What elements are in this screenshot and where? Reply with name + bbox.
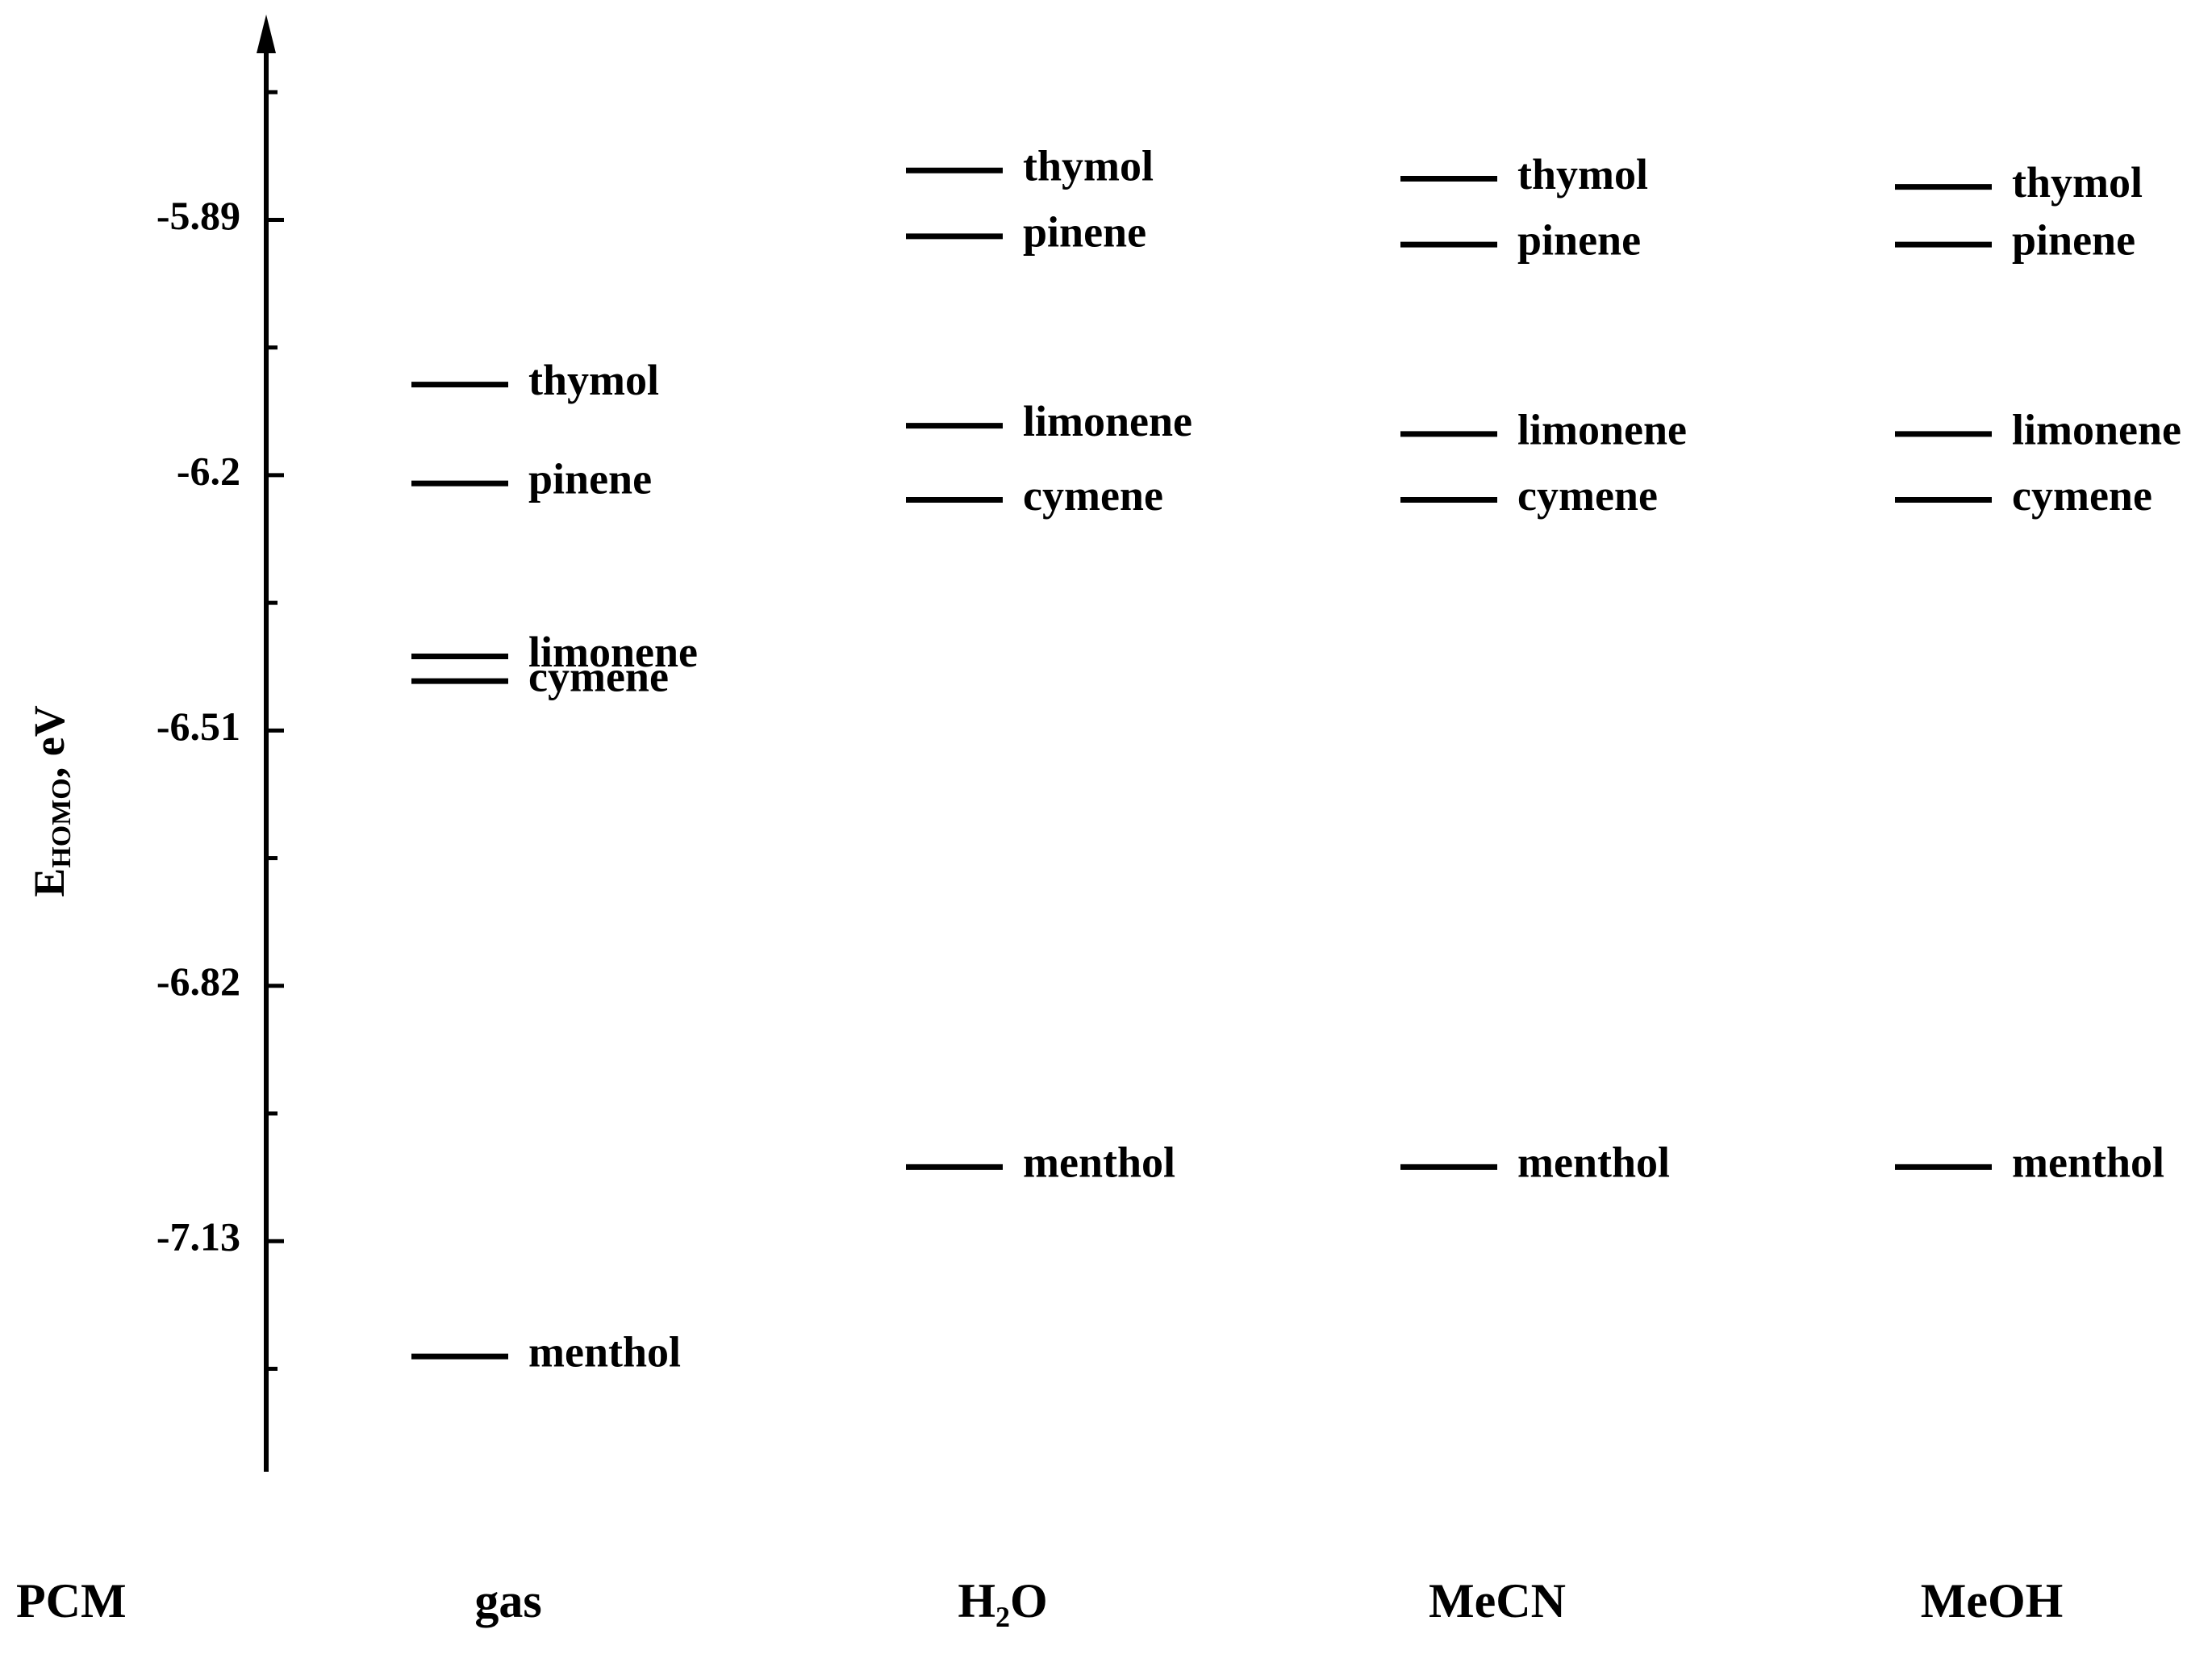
level-label: cymene [2012, 471, 2152, 520]
y-axis-label: EHOMO, eV [25, 705, 76, 896]
level-label: limonene [528, 628, 698, 676]
y-tick-label: -6.2 [177, 448, 240, 493]
level-label: thymol [528, 356, 659, 404]
level-label: menthol [1517, 1138, 1670, 1187]
y-tick-label: -6.51 [157, 704, 240, 749]
level-label: menthol [528, 1327, 681, 1376]
category-label: MeCN [1429, 1574, 1566, 1627]
level-label: cymene [1517, 471, 1658, 520]
level-label: thymol [2012, 158, 2143, 207]
y-tick-label: -7.13 [157, 1214, 240, 1260]
y-label-suffix: , eV [25, 705, 73, 778]
y-label-subscript: HOMO [47, 778, 77, 867]
level-label: thymol [1023, 142, 1154, 190]
level-label: pinene [1023, 207, 1146, 256]
category-label: H₂O [958, 1574, 1047, 1627]
y-tick-label: -5.89 [157, 193, 240, 238]
level-label: pinene [1517, 215, 1641, 264]
level-label: limonene [1517, 405, 1687, 453]
x-axis-label: PCM [16, 1574, 127, 1627]
y-tick-label: -6.82 [157, 959, 240, 1004]
level-label: cymene [528, 652, 669, 700]
level-label: pinene [2012, 215, 2135, 264]
level-label: limonene [1023, 397, 1192, 445]
level-label: menthol [2012, 1138, 2164, 1187]
level-label: limonene [2012, 405, 2181, 453]
level-label: cymene [1023, 471, 1163, 520]
level-label: pinene [528, 455, 652, 503]
category-label: gas [474, 1574, 541, 1627]
level-label: menthol [1023, 1138, 1175, 1187]
category-label: MeOH [1921, 1574, 2064, 1627]
y-label-main: E [25, 868, 73, 897]
level-label: thymol [1517, 150, 1648, 198]
